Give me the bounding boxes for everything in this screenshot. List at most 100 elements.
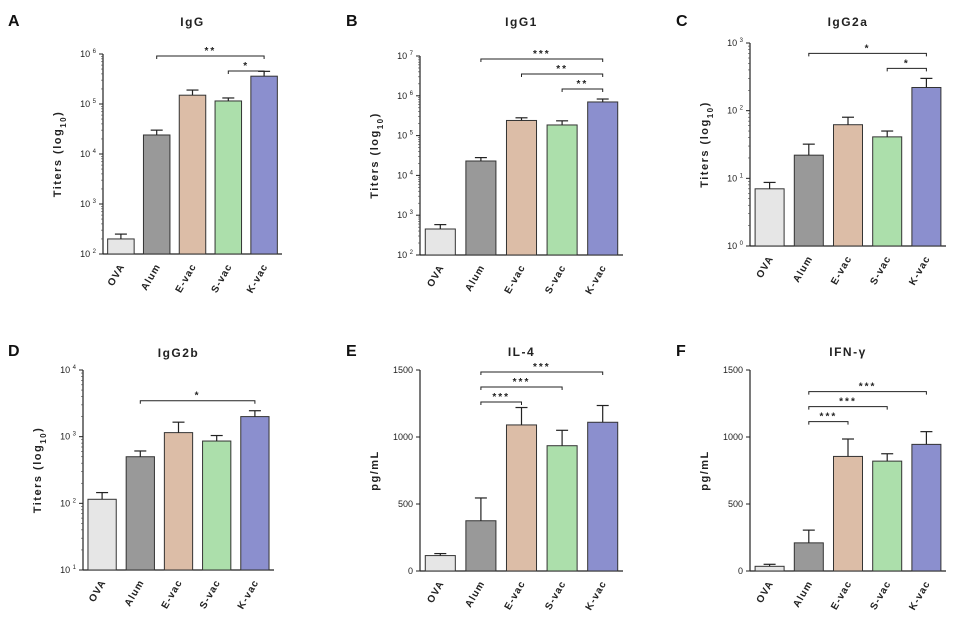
significance-bracket xyxy=(227,70,265,74)
significance-label: *** xyxy=(513,377,531,388)
bar-s-vac xyxy=(872,136,903,247)
bar-ova xyxy=(754,188,785,247)
y-tick-label: 0 xyxy=(408,566,413,576)
x-tick-label: S-vac xyxy=(868,579,893,612)
x-tick-label: E-vac xyxy=(829,254,854,287)
significance-bracket xyxy=(480,58,604,63)
panel-title: IFN-γ xyxy=(829,345,867,359)
x-tick-label: K-vac xyxy=(907,579,933,612)
y-tick-label: 10 0 xyxy=(727,241,744,251)
panel-A: A IgG Titers (log10) 10 2 10 3 10 4 10 5 10 6 OV… xyxy=(8,13,282,295)
panel-label: E xyxy=(346,343,357,360)
bar-alum xyxy=(465,520,497,572)
panel-title: IgG2b xyxy=(158,346,200,360)
y-tick-label: 500 xyxy=(398,499,413,509)
panel-title: IgG xyxy=(180,15,205,29)
significance-bracket xyxy=(808,52,927,57)
x-tick-label: Alum xyxy=(139,262,163,293)
significance-label: * xyxy=(195,391,201,402)
x-tick-label: OVA xyxy=(87,578,108,604)
bar-alum xyxy=(793,542,824,572)
y-tick-label: 10 4 xyxy=(397,170,414,180)
panel-label: F xyxy=(676,343,686,360)
significance-label: *** xyxy=(839,397,857,408)
x-tick-label: OVA xyxy=(755,579,776,605)
y-tick-label: 10 2 xyxy=(727,106,744,116)
significance-label: *** xyxy=(820,412,838,423)
significance-bracket xyxy=(808,406,888,410)
bar-k-vac xyxy=(240,416,270,571)
bar-e-vac xyxy=(163,432,194,571)
y-tick-label: 10 6 xyxy=(80,49,97,59)
x-tick-label: E-vac xyxy=(829,579,854,612)
x-tick-label: Alum xyxy=(463,263,487,294)
panel-label: B xyxy=(346,13,358,30)
significance-bracket xyxy=(808,421,849,425)
bar-ova xyxy=(424,228,456,256)
bar-ova xyxy=(87,498,117,571)
bar-k-vac xyxy=(250,75,278,255)
x-tick-label: S-vac xyxy=(210,262,235,295)
y-tick-label: 10 6 xyxy=(397,91,414,101)
y-tick-label: 0 xyxy=(738,566,743,576)
y-axis-label: pg/mL xyxy=(369,450,381,491)
y-tick-label: 1500 xyxy=(393,365,413,375)
x-tick-label: OVA xyxy=(425,263,446,289)
y-tick-label: 10 4 xyxy=(60,365,77,375)
bar-k-vac xyxy=(587,421,619,572)
x-tick-label: OVA xyxy=(425,579,446,605)
y-tick-label: 10 2 xyxy=(60,498,77,508)
panel-C: C IgG2a Titers (log10) 10 0 10 1 10 2 10 3 OVA A… xyxy=(676,13,946,287)
y-tick-label: 10 5 xyxy=(397,131,414,141)
y-tick-label: 10 3 xyxy=(80,199,97,209)
bar-e-vac xyxy=(832,124,864,247)
y-tick-label: 10 7 xyxy=(397,51,414,61)
significance-bracket xyxy=(480,401,522,405)
x-tick-label: K-vac xyxy=(907,254,933,287)
y-tick-label: 10 4 xyxy=(80,149,97,159)
significance-bracket xyxy=(156,55,265,59)
y-tick-label: 10 3 xyxy=(397,210,414,220)
x-tick-label: E-vac xyxy=(503,579,528,612)
x-tick-label: E-vac xyxy=(174,262,199,295)
bar-k-vac xyxy=(911,86,942,247)
y-tick-label: 10 3 xyxy=(727,38,744,48)
panel-title: IgG2a xyxy=(828,15,869,29)
bar-s-vac xyxy=(872,460,903,572)
x-tick-label: E-vac xyxy=(160,578,185,611)
significance-label: ** xyxy=(205,46,217,57)
panel-label: C xyxy=(676,13,688,30)
y-tick-label: 10 3 xyxy=(60,432,77,442)
y-axis-label: Titers (log10) xyxy=(32,427,48,514)
bar-alum xyxy=(142,134,171,255)
y-tick-label: 500 xyxy=(728,499,743,509)
bar-s-vac xyxy=(202,440,232,571)
significance-bracket xyxy=(886,67,927,72)
bar-alum xyxy=(465,160,497,256)
bar-ova xyxy=(754,565,785,572)
significance-bracket xyxy=(480,371,604,375)
panel-label: A xyxy=(8,13,20,30)
bar-e-vac xyxy=(832,455,864,572)
x-tick-label: K-vac xyxy=(236,578,262,611)
panel-D: D IgG2b Titers (log10) 10 1 10 2 10 3 10 4 OVA A… xyxy=(8,343,274,611)
x-tick-label: OVA xyxy=(755,254,776,280)
x-tick-label: K-vac xyxy=(584,263,610,296)
y-axis-label: Titers (log10) xyxy=(52,111,68,198)
x-tick-label: S-vac xyxy=(543,579,568,612)
x-tick-label: Alum xyxy=(463,579,487,610)
bar-alum xyxy=(793,154,824,247)
x-tick-label: S-vac xyxy=(198,578,223,611)
y-axis-label: Titers (log10) xyxy=(699,101,715,188)
y-tick-label: 10 5 xyxy=(80,99,97,109)
significance-label: * xyxy=(243,61,249,72)
y-tick-label: 10 1 xyxy=(727,173,744,183)
panel-F: F IFN-γ pg/mL 0 500 1000 1500 OVA Alum E-vac S-vac… xyxy=(676,343,946,612)
bar-s-vac xyxy=(546,445,578,572)
bar-ova xyxy=(107,238,135,255)
panel-title: IgG1 xyxy=(505,15,538,29)
y-tick-label: 1000 xyxy=(393,432,413,442)
bar-s-vac xyxy=(214,100,243,255)
significance-label: *** xyxy=(533,49,551,60)
significance-label: * xyxy=(904,58,910,69)
